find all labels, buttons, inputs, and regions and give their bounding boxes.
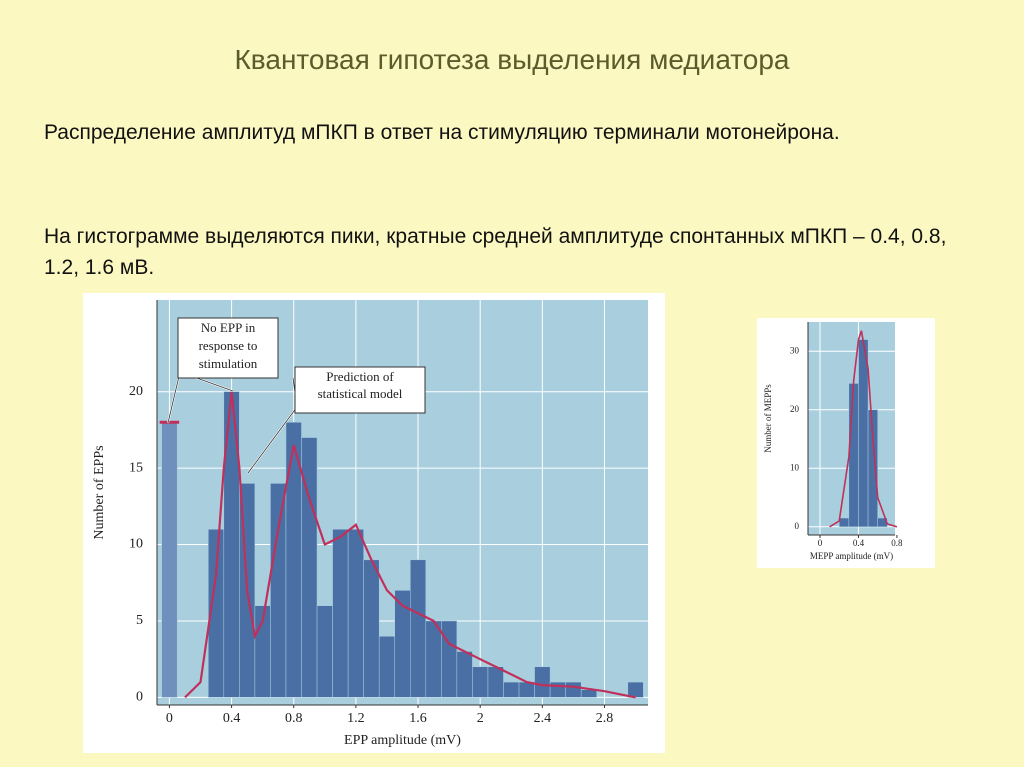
paragraph: На гистограмме выделяются пики, кратные … bbox=[44, 225, 947, 279]
annotation-text: Prediction of bbox=[326, 369, 394, 384]
x-tick-label: 1.2 bbox=[347, 711, 365, 726]
x-tick-label: 2.8 bbox=[596, 711, 614, 726]
y-tick-label: 20 bbox=[790, 404, 800, 414]
bar bbox=[332, 528, 349, 698]
x-tick-label: 0.8 bbox=[891, 538, 903, 548]
mepp-histogram: 0 10 20 30 0 0.4 0.8 MEPP amplitude (mV) Number … bbox=[757, 318, 935, 568]
bar bbox=[534, 666, 551, 698]
bar bbox=[858, 339, 869, 528]
y-tick-label: 0 bbox=[136, 690, 143, 705]
y-tick-label: 10 bbox=[790, 462, 800, 472]
bar bbox=[347, 528, 364, 698]
bar bbox=[301, 437, 318, 698]
x-tick-label: 0.8 bbox=[285, 711, 303, 726]
y-axis-label: Number of MEPPs bbox=[763, 384, 773, 453]
y-tick-label: 30 bbox=[790, 345, 800, 355]
bar bbox=[549, 681, 566, 698]
bar bbox=[487, 666, 504, 698]
y-tick-label: 0 bbox=[795, 521, 800, 531]
y-tick-label: 10 bbox=[129, 537, 143, 552]
annotation-text: statistical model bbox=[318, 386, 403, 401]
annotation-text: response to bbox=[199, 338, 258, 353]
bar bbox=[518, 681, 535, 698]
bar bbox=[363, 559, 380, 698]
bar bbox=[472, 666, 489, 698]
x-tick-label: 0 bbox=[818, 538, 823, 548]
x-axis-label: EPP amplitude (mV) bbox=[344, 733, 461, 748]
x-tick-label: 0 bbox=[166, 711, 173, 726]
epp-histogram: 0 5 10 15 20 0 0.4 0.8 1.2 1.6 2 2.4 2.8 EPP amplitud… bbox=[83, 293, 665, 753]
bar bbox=[627, 681, 644, 698]
y-tick-label: 15 bbox=[129, 460, 143, 475]
no-epp-bar bbox=[161, 422, 178, 698]
bar bbox=[425, 620, 442, 698]
y-tick-label: 5 bbox=[136, 613, 143, 628]
bar bbox=[565, 681, 582, 698]
annotation-arrow bbox=[247, 406, 298, 474]
annotation-arrow bbox=[167, 371, 181, 424]
bar bbox=[848, 383, 859, 528]
model-curve bbox=[184, 391, 636, 699]
x-tick-label: 2 bbox=[477, 711, 484, 726]
model-curve bbox=[829, 330, 898, 528]
x-tick-label: 2.4 bbox=[534, 711, 552, 726]
bar bbox=[838, 517, 850, 528]
bar bbox=[410, 559, 427, 698]
annotation-box bbox=[294, 366, 426, 414]
bar bbox=[378, 635, 395, 698]
bar bbox=[580, 689, 597, 698]
y-tick-label: 20 bbox=[129, 384, 143, 399]
y-axis-label: Number of EPPs bbox=[92, 445, 107, 539]
bar bbox=[270, 483, 287, 698]
annotation-text: No EPP in bbox=[201, 320, 256, 335]
bar bbox=[503, 681, 520, 698]
x-tick-label: 0.4 bbox=[853, 538, 865, 548]
slide-title: Квантовая гипотеза выделения медиатора bbox=[234, 44, 790, 75]
bar bbox=[867, 409, 878, 528]
paragraph: Распределение амплитуд мПКП в ответ на с… bbox=[44, 121, 840, 144]
bar bbox=[456, 651, 473, 698]
annotation-text: stimulation bbox=[199, 356, 258, 371]
x-tick-label: 1.6 bbox=[409, 711, 427, 726]
bar bbox=[316, 605, 333, 698]
x-axis-label: MEPP amplitude (mV) bbox=[810, 551, 893, 561]
bar bbox=[441, 620, 458, 698]
x-tick-label: 0.4 bbox=[223, 711, 241, 726]
annotation-box bbox=[177, 317, 279, 379]
